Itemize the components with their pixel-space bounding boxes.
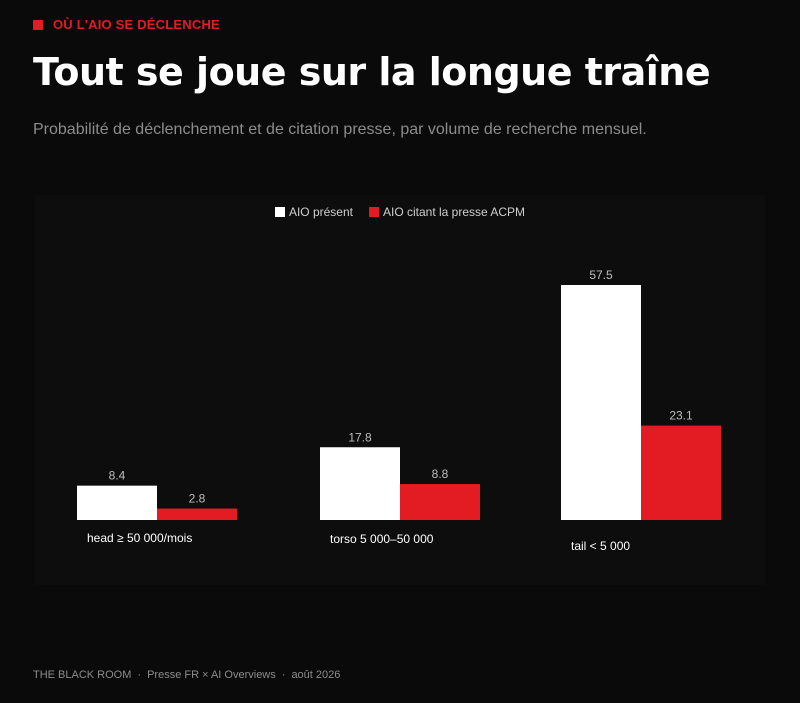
value-label-2-1: 23.1	[669, 409, 693, 423]
value-label-1-0: 17.8	[348, 430, 372, 444]
footer-brand: THE BLACK ROOM	[33, 669, 132, 681]
legend-item-aio-presse: AIO citant la presse ACPM	[368, 205, 526, 219]
footer-sep-2: ·	[281, 669, 286, 681]
kicker-text: OÙ L'AIO SE DÉCLENCHE	[53, 17, 220, 32]
bar-0-0	[77, 485, 157, 520]
chart-title: Tout se joue sur la longue traîne	[33, 50, 711, 94]
legend-swatch-white-icon	[274, 207, 285, 217]
category-label-0: head ≥ 50 000/mois	[87, 531, 192, 545]
bar-1-0	[320, 447, 400, 520]
bar-2-0	[561, 285, 641, 520]
value-label-0-1: 2.8	[189, 492, 206, 506]
legend: AIO présent AIO citant la presse ACPM	[0, 205, 800, 219]
category-label-1: torso 5 000–50 000	[330, 532, 434, 546]
category-label-2: tail < 5 000	[571, 539, 630, 553]
value-label-0-0: 8.4	[109, 469, 126, 483]
footer-sep-1: ·	[137, 669, 142, 681]
chart-subtitle: Probabilité de déclenchement et de citat…	[33, 121, 647, 138]
legend-label-aio-present: AIO présent	[288, 205, 353, 219]
bar-2-1	[641, 425, 721, 520]
footer-source: Presse FR × AI Overviews	[147, 669, 276, 681]
footer: THE BLACK ROOM · Presse FR × AI Overview…	[33, 669, 340, 681]
kicker-square-icon	[33, 19, 43, 30]
bar-0-1	[157, 508, 237, 520]
value-label-1-1: 8.8	[432, 467, 449, 481]
kicker: OÙ L'AIO SE DÉCLENCHE	[33, 17, 220, 32]
legend-swatch-red-icon	[368, 207, 379, 217]
bar-1-1	[400, 484, 480, 520]
legend-label-aio-presse: AIO citant la presse ACPM	[382, 205, 526, 219]
value-label-2-0: 57.5	[589, 268, 613, 282]
legend-item-aio-present: AIO présent	[274, 205, 353, 219]
footer-date: août 2026	[291, 669, 341, 681]
